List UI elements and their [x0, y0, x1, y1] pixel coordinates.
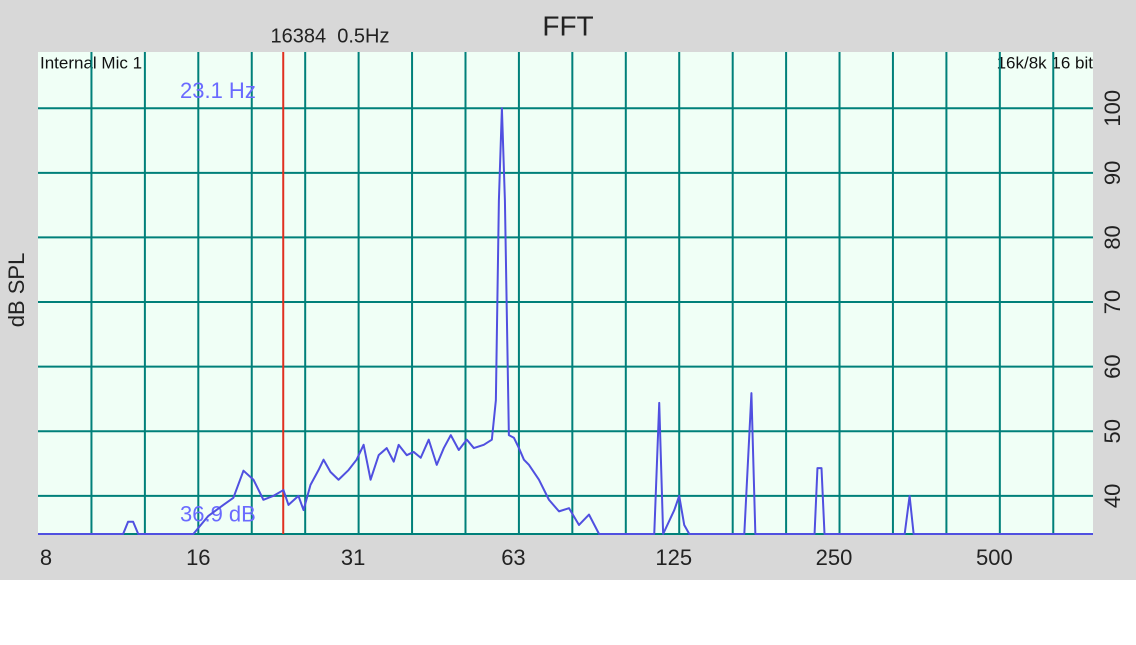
- y-tick-label: 90: [1100, 161, 1125, 185]
- format-label: 16k/8k 16 bit: [997, 53, 1094, 72]
- cursor-freq-label: 23.1 Hz: [180, 78, 256, 103]
- y-tick-label: 50: [1100, 419, 1125, 443]
- x-tick-label: 125: [655, 545, 692, 570]
- x-tick-label: 500: [976, 545, 1013, 570]
- y-tick-label: 60: [1100, 354, 1125, 378]
- subtitle: 16384 0.5Hz: [271, 25, 390, 47]
- y-tick-label: 70: [1100, 290, 1125, 314]
- x-tick-label: 31: [341, 545, 365, 570]
- cursor-level-label: 36.9 dB: [180, 502, 256, 527]
- y-tick-label: 40: [1100, 484, 1125, 508]
- y-tick-label: 80: [1100, 225, 1125, 249]
- x-tick-label: 250: [816, 545, 853, 570]
- x-tick-label: 63: [501, 545, 525, 570]
- chart-title: FFT: [542, 10, 593, 41]
- x-tick-label: 16: [186, 545, 210, 570]
- x-tick-label: 8: [40, 545, 52, 570]
- y-tick-label: 100: [1100, 90, 1125, 127]
- y-axis-label: dB SPL: [4, 253, 29, 328]
- plot-area: [38, 52, 1093, 534]
- spectrum-line: [38, 107, 1093, 535]
